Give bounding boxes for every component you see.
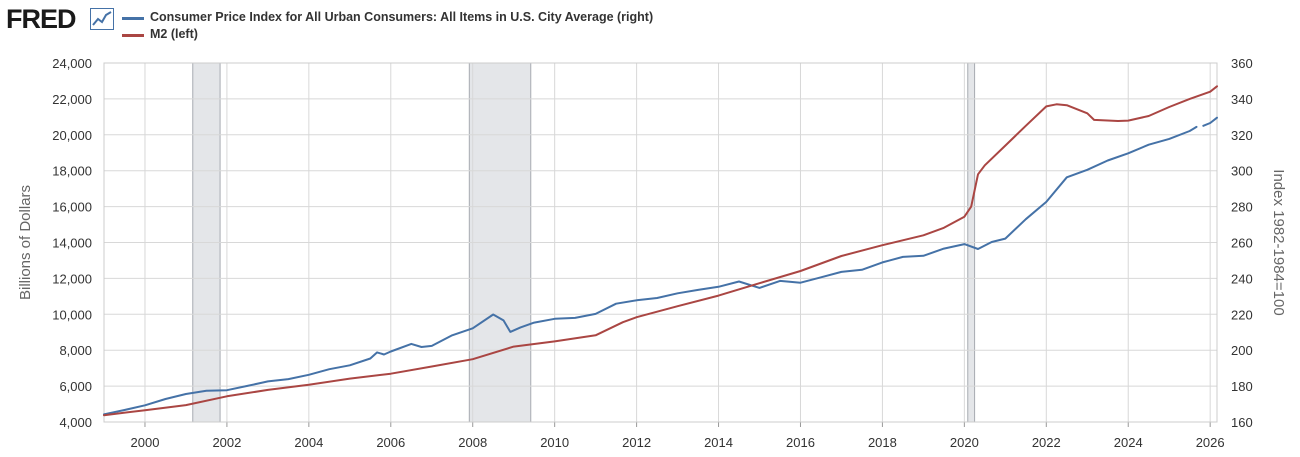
y-left-tick-label: 6,000 <box>59 379 92 394</box>
y-right-tick-label: 300 <box>1231 164 1253 179</box>
y-left-tick-label: 10,000 <box>52 307 92 322</box>
x-tick-label: 2010 <box>540 435 569 450</box>
y-left-tick-label: 12,000 <box>52 271 92 286</box>
legend-swatch-cpi <box>122 17 144 20</box>
x-tick-label: 2004 <box>294 435 323 450</box>
y-right-tick-label: 180 <box>1231 379 1253 394</box>
y-left-tick-label: 24,000 <box>52 56 92 71</box>
x-tick-label: 2012 <box>622 435 651 450</box>
y-left-tick-label: 16,000 <box>52 200 92 215</box>
y-right-tick-label: 160 <box>1231 415 1253 430</box>
fred-logo[interactable]: FRED <box>6 4 76 34</box>
x-tick-label: 2020 <box>950 435 979 450</box>
x-tick-label: 2016 <box>786 435 815 450</box>
y-left-tick-label: 20,000 <box>52 128 92 143</box>
legend-label-m2: M2 (left) <box>150 27 198 41</box>
y-right-tick-label: 240 <box>1231 271 1253 286</box>
x-tick-label: 2006 <box>376 435 405 450</box>
chart-header: FRED Consumer Price Index for All Urban … <box>0 0 1300 50</box>
y-left-tick-label: 4,000 <box>59 415 92 430</box>
y-right-tick-label: 200 <box>1231 343 1253 358</box>
y-right-tick-label: 220 <box>1231 307 1253 322</box>
x-tick-label: 2024 <box>1114 435 1143 450</box>
y-right-tick-label: 340 <box>1231 92 1253 107</box>
y-right-tick-label: 260 <box>1231 236 1253 251</box>
x-tick-label: 2018 <box>868 435 897 450</box>
y-right-tick-label: 360 <box>1231 56 1253 71</box>
x-tick-label: 2022 <box>1032 435 1061 450</box>
y-left-tick-label: 22,000 <box>52 92 92 107</box>
y-right-axis-title: Index 1982-1984=100 <box>1270 169 1287 315</box>
x-tick-label: 2026 <box>1196 435 1225 450</box>
x-tick-label: 2000 <box>131 435 160 450</box>
legend-swatch-m2 <box>122 34 144 37</box>
y-right-tick-label: 280 <box>1231 200 1253 215</box>
series-line-cpi <box>103 116 1218 416</box>
chart-line-icon <box>90 8 114 30</box>
y-left-tick-label: 8,000 <box>59 343 92 358</box>
legend-label-cpi: Consumer Price Index for All Urban Consu… <box>150 10 654 24</box>
x-tick-label: 2014 <box>704 435 733 450</box>
x-tick-label: 2002 <box>212 435 241 450</box>
x-tick-label: 2008 <box>458 435 487 450</box>
y-right-tick-label: 320 <box>1231 128 1253 143</box>
series-line-m2 <box>103 85 1218 417</box>
plot-area-border <box>103 62 1218 423</box>
y-left-tick-label: 18,000 <box>52 164 92 179</box>
y-left-axis-title: Billions of Dollars <box>17 185 34 300</box>
y-left-tick-label: 14,000 <box>52 236 92 251</box>
